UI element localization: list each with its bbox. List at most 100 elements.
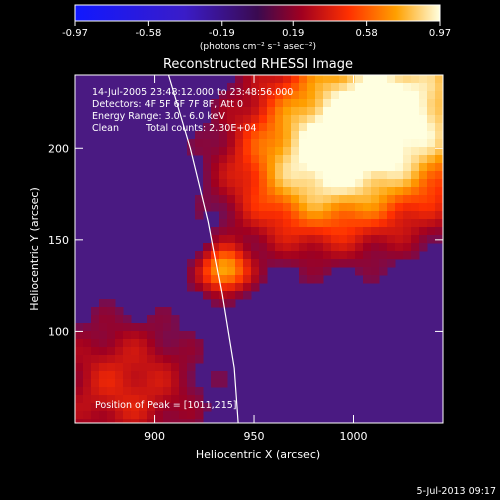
heatmap-cell xyxy=(435,203,443,212)
heatmap-cell xyxy=(363,155,372,164)
heatmap-cell xyxy=(219,155,228,164)
heatmap-cell xyxy=(91,387,100,396)
heatmap-cell xyxy=(131,371,140,380)
heatmap-cell xyxy=(243,203,252,212)
heatmap-cell xyxy=(195,411,204,420)
heatmap-cell xyxy=(99,403,108,412)
heatmap-cell xyxy=(315,243,324,252)
heatmap-cell xyxy=(299,139,308,148)
heatmap-cell xyxy=(435,219,443,228)
heatmap-cell xyxy=(307,179,316,188)
heatmap-cell xyxy=(411,75,420,84)
heatmap-cell xyxy=(75,379,84,388)
heatmap-cell xyxy=(371,171,380,180)
heatmap-cell xyxy=(219,227,228,236)
heatmap-cell xyxy=(299,147,308,156)
heatmap-cell xyxy=(419,75,428,84)
heatmap-cell xyxy=(411,91,420,100)
heatmap-cell xyxy=(195,131,204,140)
heatmap-cell xyxy=(403,187,412,196)
heatmap-cell xyxy=(155,347,164,356)
heatmap-cell xyxy=(283,227,292,236)
heatmap-cell xyxy=(379,203,388,212)
heatmap-cell xyxy=(291,203,300,212)
heatmap-cell xyxy=(315,267,324,276)
heatmap-cell xyxy=(195,403,204,412)
heatmap-cell xyxy=(211,139,220,148)
heatmap-cell xyxy=(235,179,244,188)
heatmap-cell xyxy=(235,195,244,204)
heatmap-cell xyxy=(235,267,244,276)
colorbar-tick-label: 0.58 xyxy=(355,28,377,39)
heatmap-cell xyxy=(323,131,332,140)
heatmap-cell xyxy=(395,219,404,228)
heatmap-cell xyxy=(83,395,92,404)
heatmap-cell xyxy=(211,163,220,172)
heatmap-cell xyxy=(163,307,172,316)
heatmap-cell xyxy=(219,291,228,300)
heatmap-cell xyxy=(371,195,380,204)
heatmap-cell xyxy=(259,259,268,268)
heatmap-cell xyxy=(259,171,268,180)
heatmap-cell xyxy=(195,347,204,356)
heatmap-cell xyxy=(387,147,396,156)
heatmap-cell xyxy=(403,195,412,204)
heatmap-cell xyxy=(107,299,116,308)
heatmap-cell xyxy=(195,251,204,260)
heatmap-cell xyxy=(427,99,436,108)
heatmap-cell xyxy=(355,259,364,268)
heatmap-cell xyxy=(275,123,284,132)
heatmap-cell xyxy=(307,91,316,100)
heatmap-cell xyxy=(227,131,236,140)
heatmap-cell xyxy=(315,203,324,212)
heatmap-cell xyxy=(347,75,356,84)
heatmap-cell xyxy=(251,283,260,292)
heatmap-cell xyxy=(235,219,244,228)
heatmap-cell xyxy=(235,163,244,172)
heatmap-cell xyxy=(99,307,108,316)
heatmap-cell xyxy=(259,155,268,164)
heatmap-cell xyxy=(203,147,212,156)
heatmap-cell xyxy=(115,395,124,404)
heatmap-cell xyxy=(227,171,236,180)
heatmap-cell xyxy=(323,219,332,228)
heatmap-cell xyxy=(395,131,404,140)
heatmap-cell xyxy=(251,171,260,180)
heatmap-cell xyxy=(379,75,388,84)
heatmap-cell xyxy=(259,107,268,116)
heatmap-cell xyxy=(147,395,156,404)
heatmap-cell xyxy=(299,163,308,172)
heatmap-cell xyxy=(227,243,236,252)
heatmap-cell xyxy=(211,227,220,236)
heatmap-cell xyxy=(331,91,340,100)
heatmap-cell xyxy=(363,235,372,244)
heatmap-cell xyxy=(323,211,332,220)
heatmap-cell xyxy=(331,195,340,204)
heatmap-cell xyxy=(307,139,316,148)
heatmap-cell xyxy=(235,83,244,92)
heatmap-cell xyxy=(259,187,268,196)
heatmap-cell xyxy=(283,91,292,100)
colorbar-tick-label: -0.19 xyxy=(209,28,235,39)
heatmap-cell xyxy=(403,179,412,188)
heatmap-cell xyxy=(419,227,428,236)
heatmap-cell xyxy=(395,75,404,84)
heatmap-cell xyxy=(187,339,196,348)
heatmap-cell xyxy=(211,235,220,244)
heatmap-cell xyxy=(211,195,220,204)
heatmap-cell xyxy=(283,251,292,260)
heatmap-cell xyxy=(403,155,412,164)
heatmap-cell xyxy=(99,395,108,404)
heatmap-cell xyxy=(115,411,124,420)
heatmap-cell xyxy=(339,123,348,132)
heatmap-cell xyxy=(219,211,228,220)
heatmap-cell xyxy=(411,211,420,220)
heatmap-cell xyxy=(307,171,316,180)
heatmap-cell xyxy=(203,291,212,300)
heatmap-cell xyxy=(179,363,188,372)
heatmap-cell xyxy=(323,147,332,156)
heatmap-cell xyxy=(139,379,148,388)
heatmap-cell xyxy=(411,179,420,188)
heatmap-cell xyxy=(275,75,284,84)
heatmap-cell xyxy=(403,99,412,108)
